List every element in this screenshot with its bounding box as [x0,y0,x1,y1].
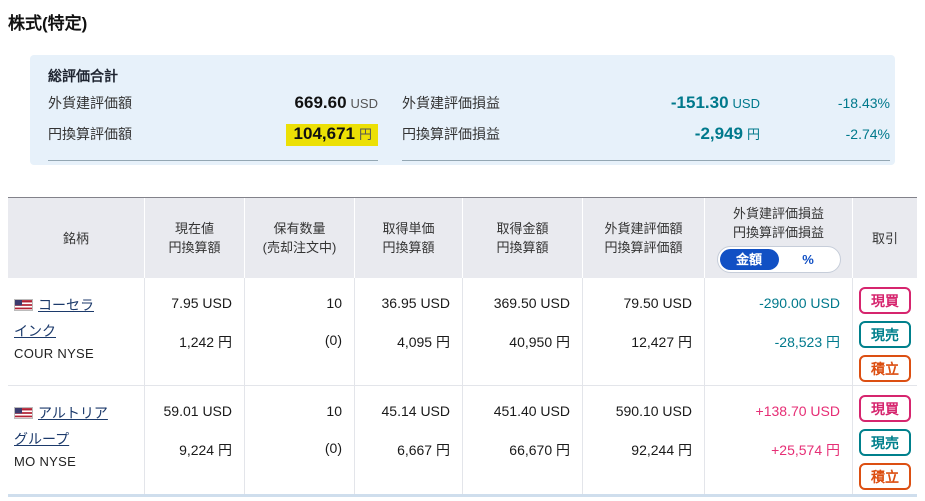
cash-buy-button[interactable]: 現買 [859,287,911,314]
quantity-cell: 10 (0) [245,278,355,385]
cash-sell-button[interactable]: 現売 [859,321,911,348]
col-header-cost: 取得金額 円換算額 [463,198,583,278]
trade-actions-cell: 現買 現売 積立 [853,278,917,385]
fx-pl-value: -151.30 [670,93,729,112]
holdings-table: 銘柄 現在値 円換算額 保有数量 (売却注文中) 取得単価 円換算額 取得金額 円換算額… [8,197,917,497]
col-header-trade: 取引 [871,230,898,246]
quantity-cell: 10 (0) [245,386,355,494]
valuation-pl-group: 外貨建評価損益 -151.30 USD -18.43% 円換算評価損益 -2,94… [402,93,890,161]
stock-ticker: COUR NYSE [14,346,94,361]
us-flag-icon [14,407,33,419]
trade-actions-cell: 現買 現売 積立 [853,386,917,494]
cost-cell: 369.50 USD 40,950 円 [463,278,583,385]
cash-buy-button[interactable]: 現買 [859,395,911,422]
jpy-valuation-value: 104,671 [293,124,355,143]
fx-pl-percent: -18.43% [837,95,890,111]
col-header-name: 銘柄 [8,198,145,278]
table-header: 銘柄 現在値 円換算額 保有数量 (売却注文中) 取得単価 円換算額 取得金額 円換算額… [8,198,917,278]
stock-name-cell: アルトリア グループ MO NYSE [8,386,145,494]
price-cell: 59.01 USD 9,224 円 [145,386,245,494]
stock-link[interactable]: コーセラ インク [14,297,94,339]
fx-pl-row: 外貨建評価損益 -151.30 USD -18.43% [402,93,890,124]
price-cell: 7.95 USD 1,242 円 [145,278,245,385]
stock-link[interactable]: アルトリア グループ [14,405,108,447]
jpy-valuation-row: 円換算評価額 104,671 円 [48,124,378,155]
jpy-valuation-highlight: 104,671 円 [285,124,378,146]
jpy-valuation-unit: 円 [358,127,372,142]
jpy-pl-label: 円換算評価損益 [402,126,500,142]
fx-valuation-unit: USD [350,96,378,111]
col-header-valuation: 外貨建評価額 円換算評価額 [583,198,705,278]
table-row: アルトリア グループ MO NYSE 59.01 USD 9,224 円 10 (0… [8,386,917,494]
col-header-quantity: 保有数量 (売却注文中) [245,198,355,278]
accumulate-button[interactable]: 積立 [859,355,911,382]
unit-cost-cell: 36.95 USD 4,095 円 [355,278,463,385]
pl-cell: -290.00 USD -28,523 円 [705,278,853,385]
jpy-pl-value: -2,949 [694,124,743,143]
valuation-amount-group: 外貨建評価額 669.60 USD 円換算評価額 104,671 円 [48,93,378,161]
fx-pl-unit: USD [732,96,760,111]
stock-ticker: MO NYSE [14,454,77,469]
summary-title: 総評価合計 [48,68,118,84]
jpy-pl-unit: 円 [746,127,760,142]
total-valuation-panel: 総評価合計 外貨建評価額 669.60 USD 円換算評価額 104,671 円 外… [30,55,895,165]
accumulate-button[interactable]: 積立 [859,463,911,490]
us-flag-icon [14,299,33,311]
pl-display-toggle[interactable]: 金額 % [716,245,841,273]
table-bottom-border [8,494,917,497]
col-header-pl: 外貨建評価損益 円換算評価損益 金額 % [705,198,853,278]
valuation-cell: 590.10 USD 92,244 円 [583,386,705,494]
table-row: コーセラ インク COUR NYSE 7.95 USD 1,242 円 10 (0)… [8,278,917,386]
valuation-cell: 79.50 USD 12,427 円 [583,278,705,385]
toggle-percent-option[interactable]: % [802,251,814,267]
page-title: 株式(特定) [8,14,88,33]
col-header-unit-cost: 取得単価 円換算額 [355,198,463,278]
fx-valuation-label: 外貨建評価額 [48,95,132,111]
pl-cell: +138.70 USD +25,574 円 [705,386,853,494]
jpy-valuation-label: 円換算評価額 [48,126,132,142]
unit-cost-cell: 45.14 USD 6,667 円 [355,386,463,494]
jpy-pl-row: 円換算評価損益 -2,949 円 -2.74% [402,124,890,155]
col-header-price: 現在値 円換算額 [145,198,245,278]
fx-pl-label: 外貨建評価損益 [402,95,500,111]
toggle-amount-option[interactable]: 金額 [719,248,779,270]
fx-valuation-value: 669.60 [294,93,347,112]
stock-name-cell: コーセラ インク COUR NYSE [8,278,145,385]
cost-cell: 451.40 USD 66,670 円 [463,386,583,494]
jpy-pl-percent: -2.74% [845,126,890,142]
fx-valuation-row: 外貨建評価額 669.60 USD [48,93,378,124]
cash-sell-button[interactable]: 現売 [859,429,911,456]
